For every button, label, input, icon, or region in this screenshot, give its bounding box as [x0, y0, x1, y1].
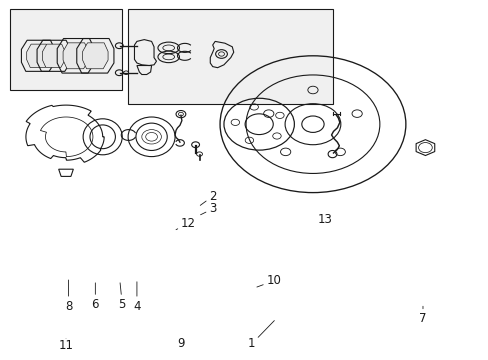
Text: 13: 13 [317, 213, 332, 226]
Text: 7: 7 [418, 306, 426, 325]
Text: 8: 8 [64, 280, 72, 312]
Text: 3: 3 [200, 202, 216, 215]
Text: 9: 9 [177, 337, 184, 350]
Polygon shape [42, 44, 65, 67]
Text: 1: 1 [247, 321, 274, 350]
Text: 6: 6 [91, 283, 99, 311]
Text: 2: 2 [200, 190, 216, 205]
Polygon shape [82, 43, 108, 69]
Text: 12: 12 [176, 217, 195, 230]
Text: 5: 5 [118, 283, 126, 311]
Text: 4: 4 [133, 282, 141, 312]
Polygon shape [63, 43, 88, 69]
Text: 10: 10 [256, 274, 281, 287]
Text: 11: 11 [59, 338, 73, 352]
Bar [10, 9, 122, 90]
Polygon shape [27, 44, 49, 67]
Bar [128, 9, 333, 104]
